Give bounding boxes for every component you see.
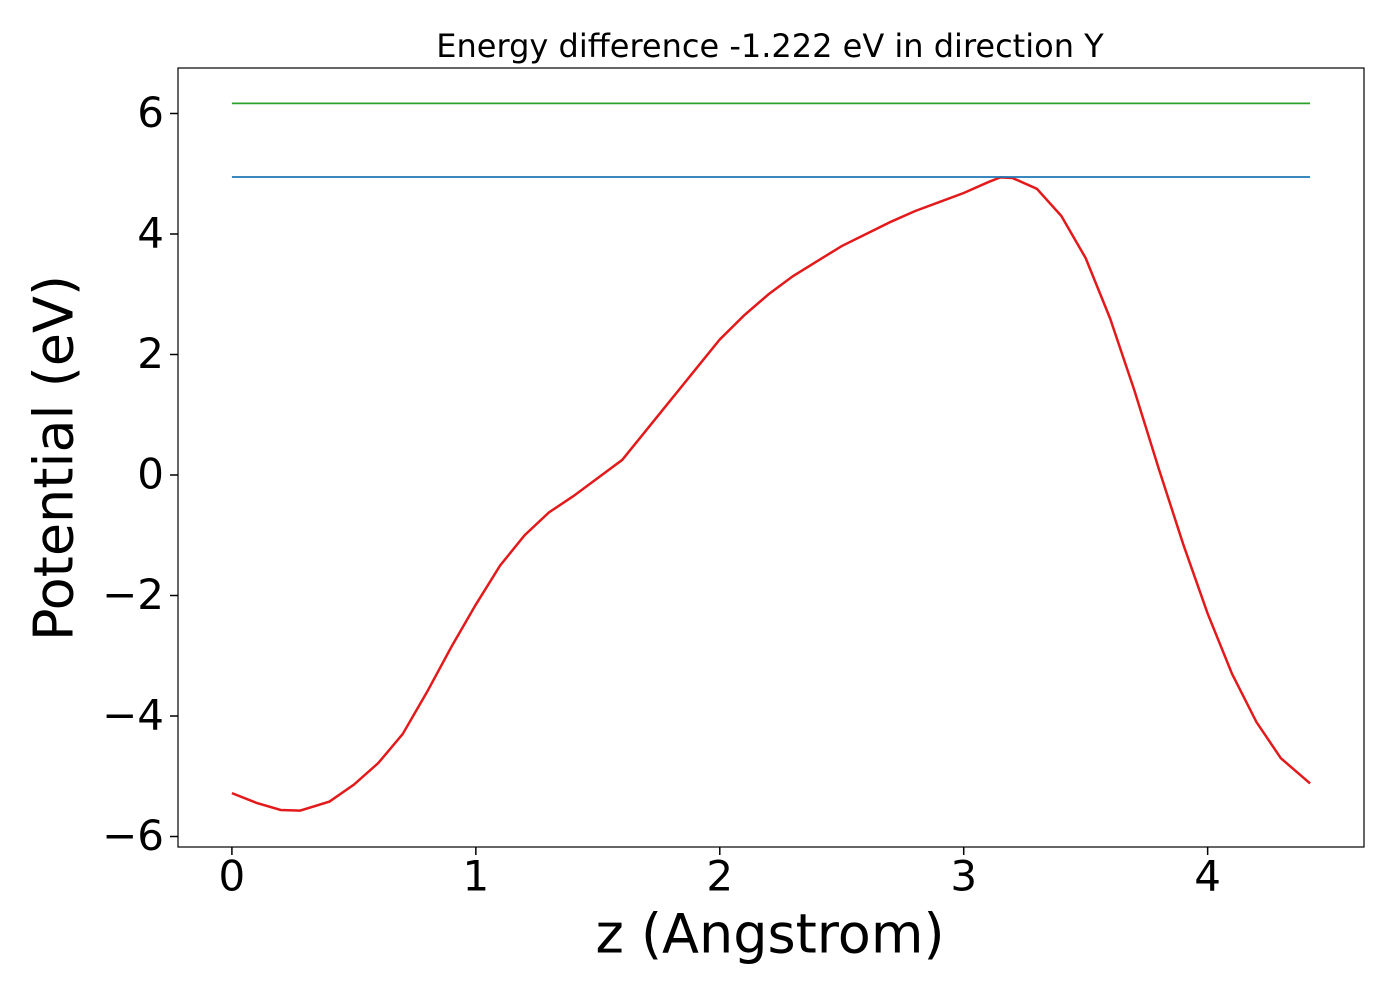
x-tick-label: 1 <box>462 852 489 901</box>
y-tick-label: 4 <box>137 208 164 257</box>
x-tick-label: 0 <box>219 852 246 901</box>
x-tick-label: 3 <box>950 852 977 901</box>
x-tick-label: 4 <box>1194 852 1221 901</box>
y-tick-label: 6 <box>137 88 164 137</box>
y-tick-label: −6 <box>102 811 164 860</box>
x-tick-label: 2 <box>706 852 733 901</box>
y-tick-label: −2 <box>102 570 164 619</box>
chart-title: Energy difference -1.222 eV in direction… <box>436 27 1104 65</box>
y-tick-label: 2 <box>137 329 164 378</box>
plot-frame <box>177 67 1365 848</box>
y-tick-label: −4 <box>102 691 164 740</box>
y-axis-label: Potential (eV) <box>23 275 86 641</box>
line-series <box>231 176 1311 812</box>
x-axis-label: z (Angstrom) <box>595 903 944 966</box>
y-tick-label: 0 <box>137 450 164 499</box>
